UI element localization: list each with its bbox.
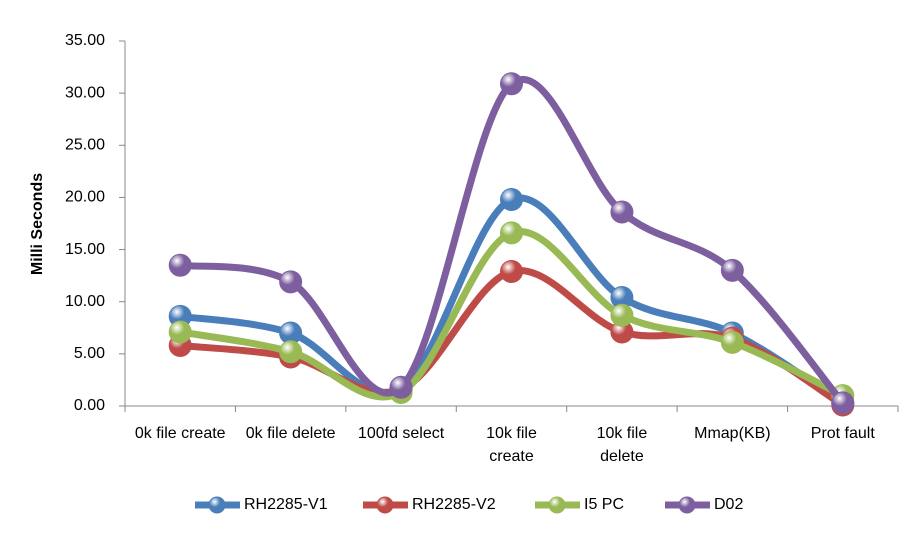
- legend-label: I5 PC: [584, 496, 624, 513]
- data-point: [168, 253, 192, 277]
- data-point: [720, 258, 744, 282]
- legend-label: RH2285-V2: [412, 496, 496, 513]
- data-point: [500, 188, 523, 212]
- y-tick-label: 20.00: [65, 189, 105, 206]
- y-axis-title: Milli Seconds: [29, 173, 46, 275]
- x-tick-label: Mmap(KB): [694, 425, 771, 442]
- x-tick-label: 0k file create: [134, 425, 226, 442]
- x-tick-label: 10k file create: [486, 425, 537, 465]
- y-tick-label: 25.00: [65, 137, 105, 154]
- data-point: [720, 330, 744, 354]
- y-tick-label: 30.00: [65, 84, 105, 101]
- data-point: [389, 375, 413, 399]
- x-tick-label: Prot fault: [810, 425, 875, 442]
- legend-label: D02: [714, 496, 743, 513]
- data-point: [279, 340, 303, 364]
- data-point: [500, 221, 523, 245]
- legend-label: RH2285-V1: [244, 496, 328, 513]
- data-point: [610, 200, 634, 224]
- legend-marker: [208, 496, 226, 514]
- data-point: [831, 391, 855, 415]
- y-tick-label: 5.00: [74, 345, 105, 362]
- data-point: [168, 320, 192, 344]
- x-tick-label: 0k file delete: [245, 425, 336, 442]
- data-point: [500, 259, 523, 283]
- y-tick-label: 0.00: [74, 397, 105, 414]
- y-tick-label: 10.00: [65, 293, 105, 310]
- data-point: [500, 72, 523, 96]
- x-tick-label: 100fd select: [357, 425, 445, 442]
- data-point: [279, 270, 303, 294]
- legend-marker: [376, 496, 394, 514]
- y-tick-label: 35.00: [65, 32, 105, 49]
- legend-marker: [678, 496, 696, 514]
- legend-marker: [548, 496, 566, 514]
- data-point: [610, 303, 634, 327]
- y-tick-label: 15.00: [65, 241, 105, 258]
- series-line: [176, 227, 847, 401]
- x-tick-label: 10k file delete: [596, 425, 648, 465]
